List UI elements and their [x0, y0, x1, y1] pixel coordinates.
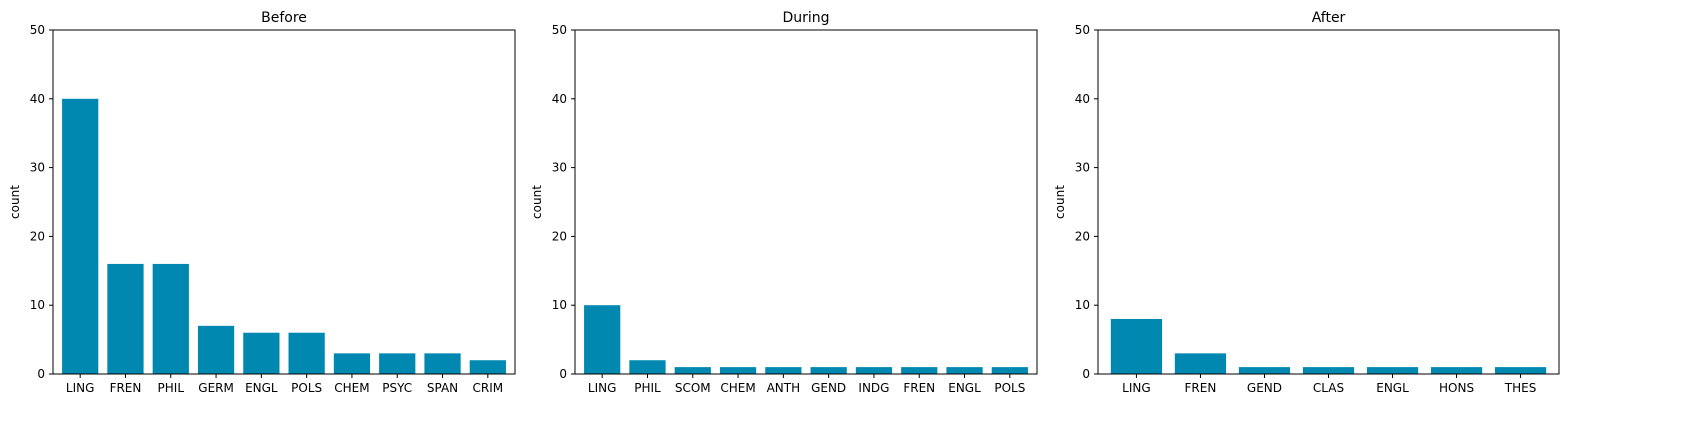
x-tick-label-span: SPAN [427, 381, 458, 395]
y-axis-label: count [1053, 185, 1067, 219]
bar-ling [584, 305, 621, 374]
x-tick-label-thes: THES [1504, 381, 1537, 395]
y-tick-label: 10 [552, 298, 567, 312]
y-tick-label: 30 [30, 161, 45, 175]
y-tick-label: 20 [30, 229, 45, 243]
x-tick-label-crim: CRIM [473, 381, 504, 395]
x-tick-label-anth: ANTH [767, 381, 801, 395]
x-tick-label-fren: FREN [903, 381, 935, 395]
bar-psyc [379, 353, 416, 374]
bar-clas [1302, 367, 1355, 374]
bar-germ [197, 325, 235, 374]
x-tick-label-gend: GEND [811, 381, 846, 395]
y-tick-label: 50 [1075, 23, 1090, 37]
y-axis-label: count [530, 185, 544, 219]
axes-frame [52, 29, 516, 375]
chart-title: Before [261, 10, 307, 26]
chart-title: After [1312, 10, 1346, 26]
y-tick-label: 0 [559, 367, 567, 381]
chart-panel-after: 0 10 20 30 40 50 LING FREN GEND CLAS ENGL HONS THES c… [1053, 10, 1560, 395]
chart-title: During [782, 10, 829, 26]
bar-span [424, 353, 461, 374]
y-tick-label: 50 [552, 23, 567, 37]
bar-ling [62, 98, 99, 375]
y-tick-label: 0 [1082, 367, 1090, 381]
bar-thes [1494, 367, 1547, 374]
x-tick-label-ling: LING [66, 381, 95, 395]
bar-engl [243, 332, 280, 374]
x-tick-label-ling: LING [1122, 381, 1151, 395]
y-tick-label: 0 [37, 367, 45, 381]
x-tick-label-scom: SCOM [675, 381, 711, 395]
y-tick-label: 40 [1075, 92, 1090, 106]
y-tick-label: 20 [1075, 229, 1090, 243]
x-tick-label-pols: POLS [994, 381, 1025, 395]
y-tick-label: 10 [1075, 298, 1090, 312]
bar-crim [469, 360, 506, 374]
axes-frame [574, 29, 1038, 375]
axes-frame [1097, 29, 1560, 375]
bar-gend [1238, 367, 1291, 374]
x-tick-label-engl: ENGL [948, 381, 981, 395]
chart-panel-during: 0 10 20 30 40 50 LING PHIL SCOM CHEM ANTH GEND INDG F… [530, 10, 1038, 395]
y-tick-label: 30 [1075, 161, 1090, 175]
bar-chem [719, 367, 757, 374]
bar-fren [901, 367, 938, 374]
bar-fren [1174, 353, 1227, 374]
bar-hons [1430, 367, 1483, 374]
bar-gend [810, 367, 847, 374]
bar-pols [991, 367, 1028, 374]
x-tick-label-chem: CHEM [334, 381, 369, 395]
bar-indg [855, 367, 893, 374]
y-tick-label: 50 [30, 23, 45, 37]
x-tick-label-phil: PHIL [158, 381, 185, 395]
x-tick-label-chem: CHEM [720, 381, 755, 395]
bar-scom [674, 367, 711, 374]
x-tick-label-fren: FREN [1185, 381, 1217, 395]
y-tick-label: 40 [30, 92, 45, 106]
x-tick-label-pols: POLS [291, 381, 322, 395]
y-tick-label: 30 [552, 161, 567, 175]
bar-phil [152, 263, 189, 374]
bar-anth [765, 367, 802, 374]
x-tick-label-phil: PHIL [634, 381, 661, 395]
x-tick-label-hons: HONS [1439, 381, 1474, 395]
bar-chem [333, 353, 371, 374]
x-tick-label-indg: INDG [858, 381, 889, 395]
bar-phil [629, 360, 666, 374]
bar-pols [288, 332, 325, 374]
bar-fren [107, 263, 144, 374]
bar-engl [946, 367, 983, 374]
x-tick-label-gend: GEND [1247, 381, 1282, 395]
y-tick-label: 40 [552, 92, 567, 106]
x-tick-label-germ: GERM [198, 381, 234, 395]
x-tick-label-clas: CLAS [1313, 381, 1344, 395]
y-axis-label: count [8, 185, 22, 219]
y-tick-label: 20 [552, 229, 567, 243]
x-tick-label-ling: LING [588, 381, 617, 395]
bar-ling [1110, 318, 1163, 374]
x-tick-label-engl: ENGL [245, 381, 278, 395]
x-tick-label-psyc: PSYC [382, 381, 412, 395]
x-tick-label-engl: ENGL [1376, 381, 1409, 395]
bar-engl [1366, 367, 1419, 374]
y-tick-label: 10 [30, 298, 45, 312]
chart-panel-before: 0 10 20 30 40 50 LING FREN PHIL GERM ENGL POLS CHEM P… [8, 10, 516, 395]
x-tick-label-fren: FREN [110, 381, 142, 395]
